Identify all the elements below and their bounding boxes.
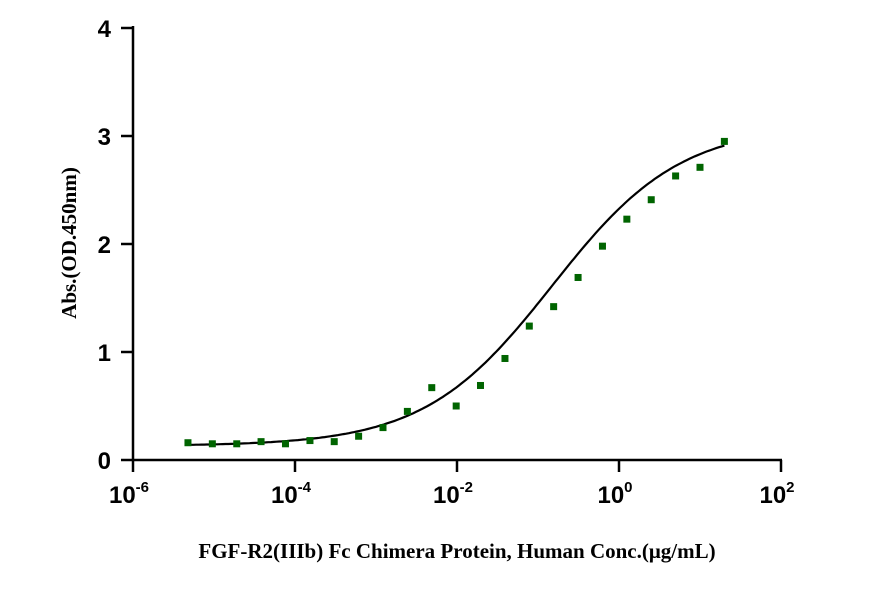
data-point	[550, 303, 558, 311]
y-ticks: 0 1 2 3 4	[98, 16, 133, 475]
data-point	[257, 438, 265, 446]
data-point	[501, 354, 509, 362]
y-tick-label: 1	[98, 340, 111, 367]
data-point	[355, 432, 363, 440]
x-tick-exponent: 0	[624, 479, 632, 496]
data-point	[184, 439, 192, 447]
data-point	[379, 424, 387, 432]
x-tick-label: 10-6	[109, 479, 149, 509]
fit-curve	[187, 144, 725, 446]
x-tick-exponent: -6	[136, 479, 149, 496]
x-tick-exponent: -4	[298, 479, 312, 496]
x-tick-exponent: 2	[786, 479, 794, 496]
x-tick-base: 10	[433, 482, 460, 509]
y-axis-title: Abs.(OD.450nm)	[57, 167, 81, 319]
y-tick-label: 2	[98, 232, 111, 259]
data-point	[647, 196, 655, 204]
x-tick-base: 10	[597, 482, 624, 509]
data-point	[525, 322, 533, 330]
y-tick-label: 0	[98, 448, 111, 475]
data-point	[696, 163, 704, 171]
data-point	[598, 242, 606, 250]
data-point	[476, 381, 484, 389]
plot-area	[184, 137, 728, 448]
data-point	[403, 407, 411, 415]
data-point	[672, 172, 680, 180]
data-point	[330, 438, 338, 446]
x-tick-base: 10	[759, 482, 786, 509]
data-point	[233, 440, 241, 448]
data-point	[720, 137, 728, 145]
x-axis-title: FGF-R2(IIIb) Fc Chimera Protein, Human C…	[198, 539, 715, 563]
x-tick-exponent: -2	[460, 479, 473, 496]
x-tick-label: 10-2	[433, 479, 473, 509]
x-tick-base: 10	[271, 482, 298, 509]
x-tick-label: 102	[759, 479, 794, 509]
x-tick-label: 100	[597, 479, 632, 509]
y-tick-label: 4	[98, 16, 112, 43]
data-point	[306, 437, 314, 445]
data-point	[428, 384, 436, 392]
data-point	[281, 440, 289, 448]
data-point	[574, 273, 582, 281]
data-point	[452, 402, 460, 410]
x-ticks: 10-6 10-4 10-2 100 102	[109, 460, 795, 509]
x-tick-base: 10	[109, 482, 136, 509]
data-point	[208, 440, 216, 448]
x-tick-label: 10-4	[271, 479, 312, 509]
data-point	[623, 215, 631, 223]
y-tick-label: 3	[98, 124, 111, 151]
